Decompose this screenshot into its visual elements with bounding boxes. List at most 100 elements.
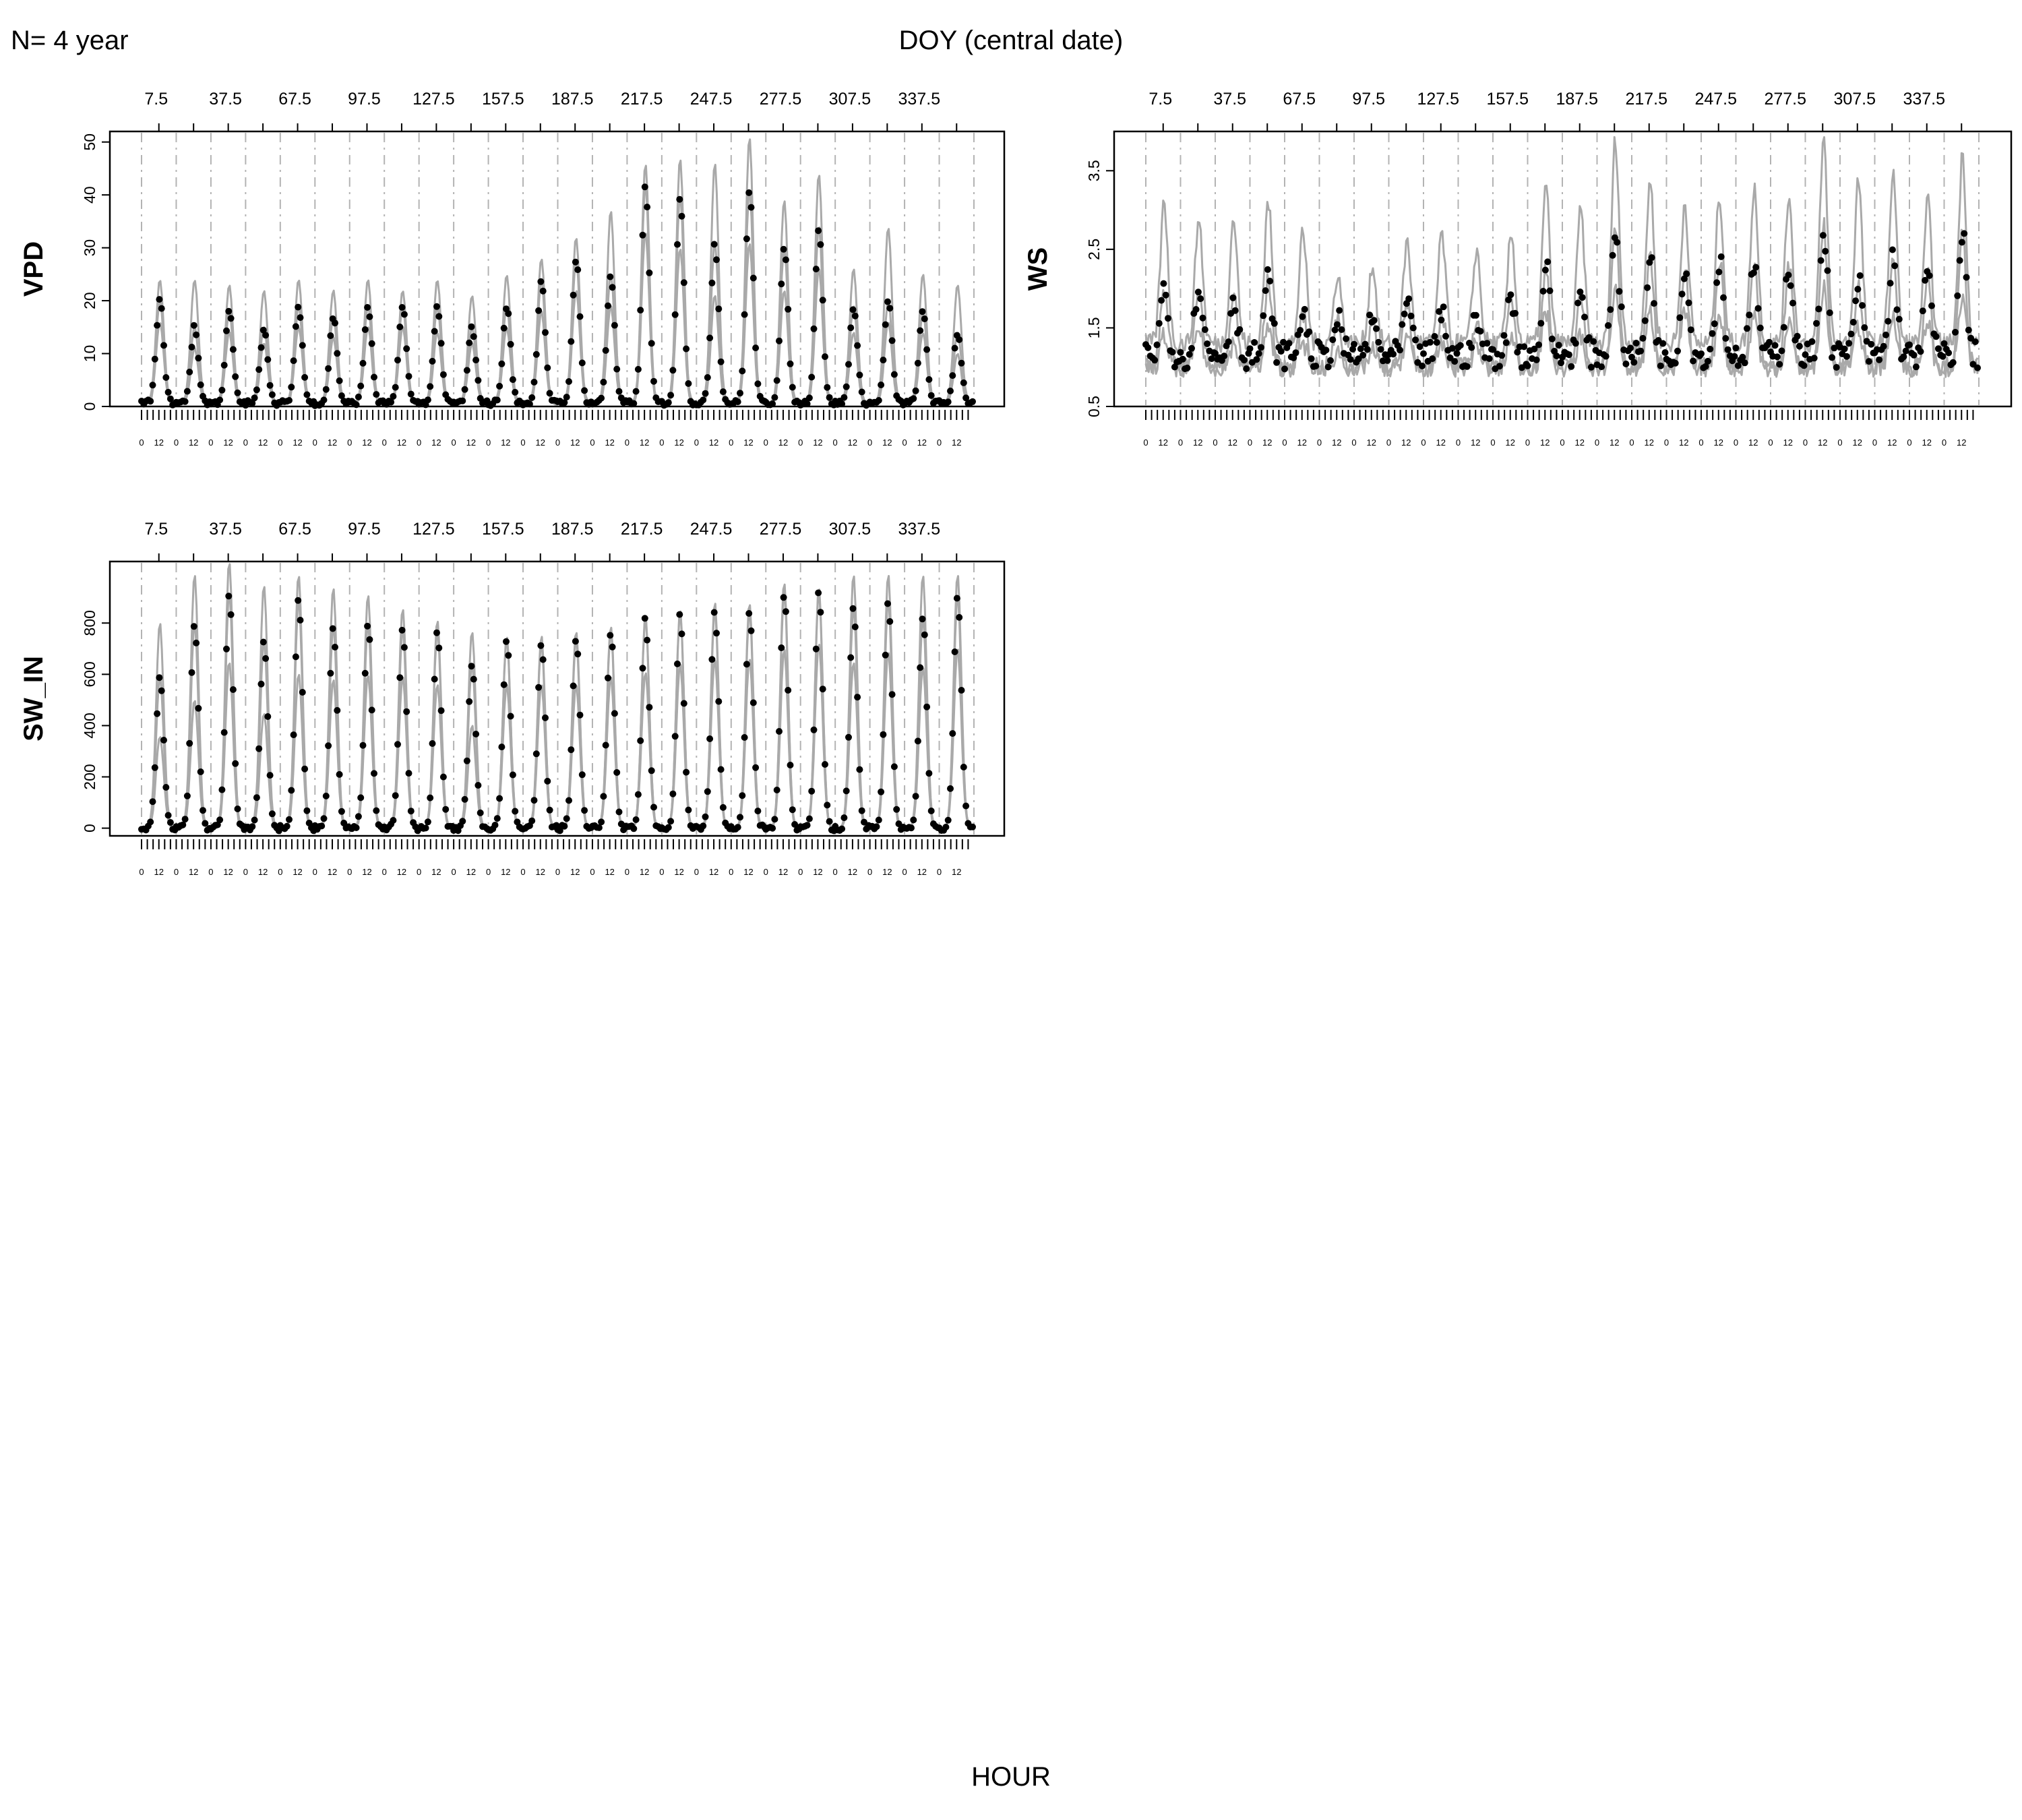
data-point [1702, 363, 1709, 370]
data-point [262, 332, 270, 339]
data-point [327, 332, 334, 339]
data-point [739, 367, 746, 375]
hour-tick-label: 12 [743, 867, 753, 877]
data-point [822, 761, 828, 768]
data-point [503, 638, 510, 645]
top-axis-label: 157.5 [482, 520, 524, 539]
hour-tick-label: 12 [501, 867, 510, 877]
data-point [910, 395, 917, 402]
data-point [678, 630, 685, 638]
data-point [780, 594, 787, 601]
data-point [873, 823, 880, 830]
data-point [949, 372, 956, 380]
data-point [598, 394, 605, 402]
data-point [912, 387, 919, 394]
hour-tick-label: 0 [729, 867, 733, 877]
data-point [183, 388, 191, 395]
data-point [1555, 342, 1562, 348]
data-point [468, 663, 475, 670]
data-point [470, 333, 477, 340]
data-point [1485, 355, 1493, 362]
top-axis-label: 97.5 [348, 520, 381, 539]
data-point [1882, 331, 1889, 338]
hour-tick-label: 12 [536, 867, 545, 877]
data-point [1607, 306, 1614, 313]
data-point [509, 771, 516, 779]
data-point [669, 367, 677, 374]
data-point [1778, 347, 1785, 355]
data-point [509, 376, 516, 384]
y-tick-label: 2.5 [1085, 239, 1103, 260]
data-point [882, 651, 889, 659]
data-point [812, 266, 820, 273]
data-point [1306, 328, 1313, 336]
data-point [439, 371, 447, 378]
data-point [1243, 365, 1250, 372]
data-point [1539, 288, 1547, 295]
data-point [803, 400, 811, 407]
data-point [1819, 232, 1827, 239]
data-point [886, 305, 894, 312]
data-point [960, 379, 967, 386]
data-point [1277, 348, 1285, 355]
hour-tick-label: 0 [694, 867, 699, 877]
data-point [1366, 311, 1374, 319]
data-point [195, 704, 202, 712]
data-point [611, 322, 618, 329]
data-point [1355, 355, 1362, 363]
data-point [856, 371, 863, 379]
hour-tick-label: 12 [605, 867, 614, 877]
data-point [1546, 287, 1554, 295]
data-point [1602, 353, 1610, 360]
data-point [1974, 364, 1981, 371]
panel-ws: 0.5 1.5 2.5 3.5 WS 7.5 37.5 67.5 97.5 127.5 157.5 1… [1023, 90, 2013, 448]
hour-tick-label: 12 [1957, 437, 1966, 448]
top-axis-label: 97.5 [348, 90, 381, 109]
data-point [158, 305, 165, 312]
data-point [632, 816, 640, 823]
data-point [630, 825, 638, 832]
hour-tick-label: 12 [1540, 437, 1550, 448]
data-point [373, 807, 380, 814]
data-point [611, 710, 618, 717]
data-point [1535, 341, 1542, 348]
hour-tick-label: 0 [764, 867, 768, 877]
hour-tick-label: 0 [833, 867, 838, 877]
data-point [459, 818, 466, 825]
data-point [715, 305, 723, 313]
data-point [1426, 338, 1434, 346]
data-point [1151, 357, 1159, 364]
hour-tick-label: 0 [1942, 437, 1947, 448]
data-point [1648, 254, 1655, 262]
data-point [769, 824, 776, 832]
data-point [1251, 339, 1258, 346]
data-point [1672, 359, 1679, 367]
hour-tick-label: 12 [397, 867, 406, 877]
hour-tick-label: 12 [1610, 437, 1619, 448]
data-point [1715, 268, 1723, 276]
hour-tick-label: 12 [1783, 437, 1793, 448]
panel-sw-in: 0 200 400 600 800 SW_IN 7.5 37.5 67.5 97.5 127.5 15… [19, 520, 1006, 877]
data-point [474, 377, 482, 384]
hour-tick-label: 0 [1456, 437, 1461, 448]
data-point [1808, 338, 1816, 345]
data-point [166, 395, 174, 402]
data-point [1687, 326, 1694, 334]
data-point [1338, 326, 1345, 333]
hour-tick-label: 12 [640, 867, 649, 877]
data-point [1448, 344, 1456, 352]
y-tick-label: 600 [81, 661, 98, 687]
hour-tick-label: 0 [902, 867, 907, 877]
panel-vpd: 0 10 20 30 40 50 VPD 7.5 37.5 67.5 97.5 127.5 157.5 1… [19, 90, 1006, 448]
data-point [1824, 267, 1831, 274]
data-point [556, 827, 563, 835]
data-point [1739, 353, 1746, 361]
data-point [1630, 359, 1638, 366]
data-point [641, 615, 648, 622]
hour-tick-label: 0 [1664, 437, 1669, 448]
data-point [1558, 359, 1564, 367]
hour-tick-label: 0 [520, 867, 525, 877]
data-point [962, 394, 970, 402]
hour-tick-label: 0 [243, 867, 248, 877]
data-point [390, 817, 397, 824]
